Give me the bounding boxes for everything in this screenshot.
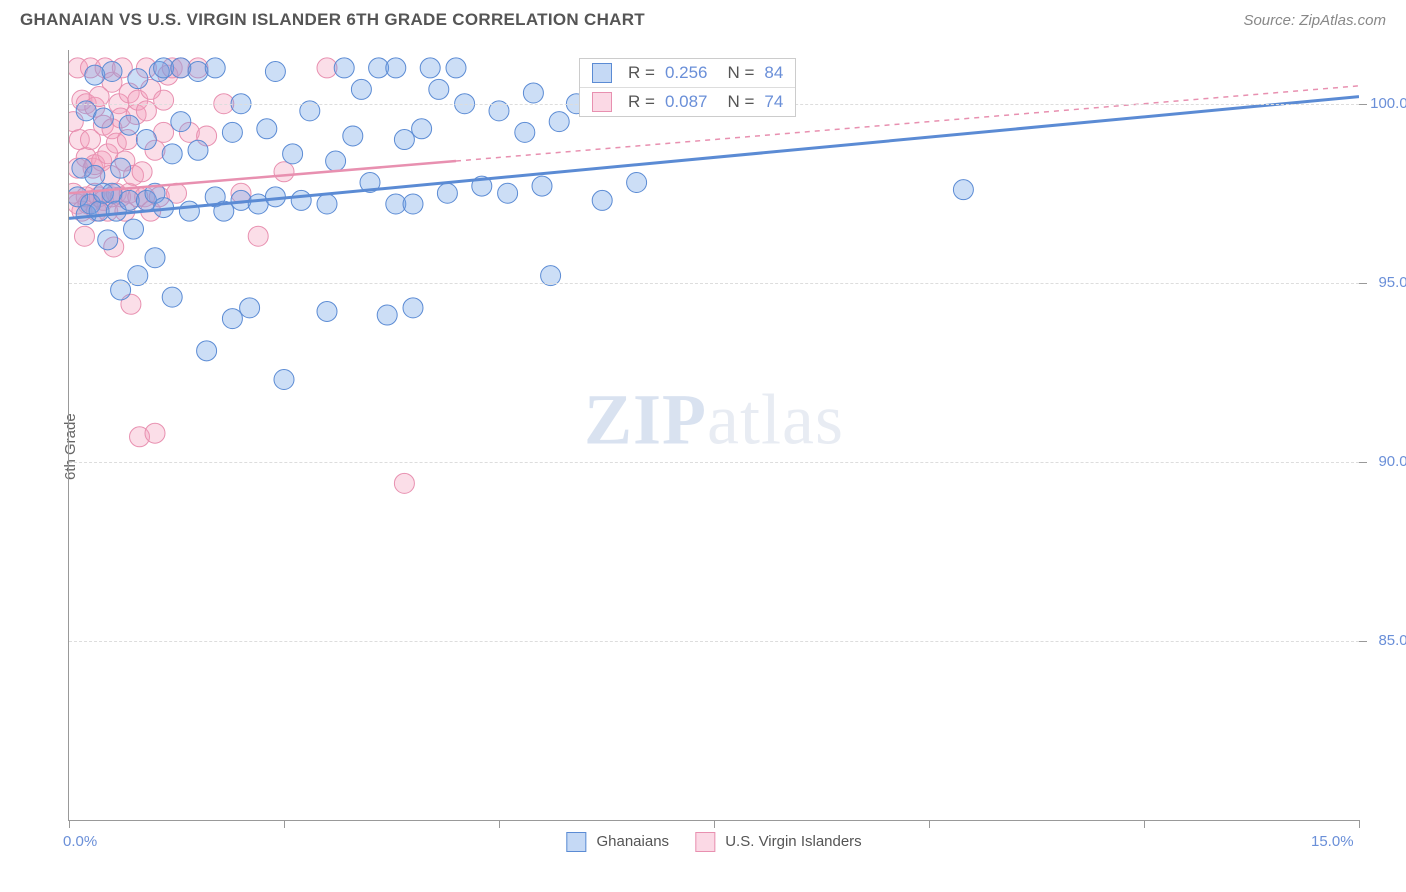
y-tick-label: 100.0% <box>1366 95 1406 112</box>
swatch-icon <box>566 832 586 852</box>
watermark-zip: ZIP <box>584 379 707 459</box>
swatch-ghanaians <box>592 63 612 83</box>
scatter-svg <box>69 50 1359 820</box>
plot-area: ZIPatlas R = 0.256 N = 84 R = 0.087 N = … <box>68 50 1359 821</box>
series-legend: Ghanaians U.S. Virgin Islanders <box>566 832 861 852</box>
chart-title: GHANAIAN VS U.S. VIRGIN ISLANDER 6TH GRA… <box>20 10 645 30</box>
watermark-atlas: atlas <box>707 379 844 459</box>
chart-container: 6th Grade ZIPatlas R = 0.256 N = 84 R = … <box>48 50 1388 850</box>
r-value-1: 0.256 <box>665 63 708 83</box>
swatch-icon <box>695 832 715 852</box>
watermark: ZIPatlas <box>584 378 844 461</box>
chart-source: Source: ZipAtlas.com <box>1243 12 1386 29</box>
x-tick-label: 0.0% <box>63 833 97 850</box>
legend-item-ghanaians: Ghanaians <box>566 832 669 852</box>
n-value-2: 74 <box>764 92 783 112</box>
y-tick-label: 90.0% <box>1366 453 1406 470</box>
chart-header: GHANAIAN VS U.S. VIRGIN ISLANDER 6TH GRA… <box>0 0 1406 36</box>
legend-item-usvi: U.S. Virgin Islanders <box>695 832 862 852</box>
y-tick-label: 95.0% <box>1366 274 1406 291</box>
legend-row-2: R = 0.087 N = 74 <box>580 87 795 116</box>
legend-row-1: R = 0.256 N = 84 <box>580 59 795 87</box>
y-tick-label: 85.0% <box>1366 632 1406 649</box>
x-tick-label: 15.0% <box>1311 833 1354 850</box>
n-value-1: 84 <box>764 63 783 83</box>
swatch-usvi <box>592 92 612 112</box>
r-value-2: 0.087 <box>665 92 708 112</box>
correlation-legend: R = 0.256 N = 84 R = 0.087 N = 74 <box>579 58 796 117</box>
